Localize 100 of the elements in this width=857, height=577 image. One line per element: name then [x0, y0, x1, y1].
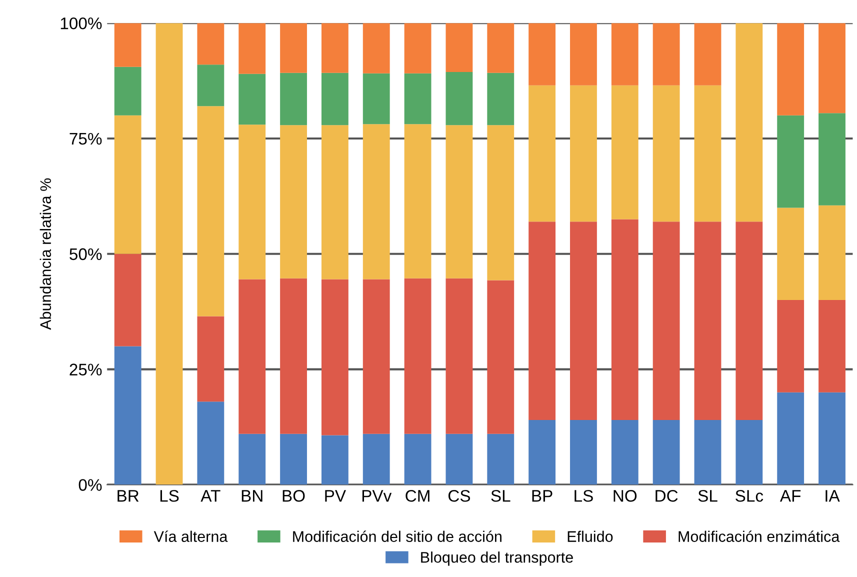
bar [652, 85, 680, 222]
bar [404, 434, 432, 485]
bar [528, 23, 556, 86]
legend-label: Modificación del sitio de acción [293, 530, 502, 542]
bar [611, 219, 638, 420]
x-tick-label: CS [448, 490, 470, 502]
bar [446, 434, 473, 485]
y-axis-title: Abundancia relativa % [40, 178, 52, 330]
x-tick-label: BO [282, 490, 305, 502]
x-tick-label: LS [574, 490, 593, 502]
bar [736, 420, 763, 485]
x-tick-label: BR [118, 490, 139, 502]
bar [197, 402, 224, 485]
x-tick-label: CM [406, 490, 430, 502]
bar [611, 420, 638, 485]
y-tick-label: 75% [70, 132, 102, 145]
bar [487, 280, 514, 434]
bar [777, 208, 804, 300]
bar [362, 73, 390, 124]
bar [446, 23, 473, 72]
bar [280, 23, 307, 73]
y-tick-label: 0% [78, 479, 102, 491]
bar [736, 222, 763, 420]
x-tick-label: SL [491, 490, 510, 502]
bar [404, 124, 432, 278]
bar [238, 124, 266, 280]
bar [487, 125, 514, 280]
bar [114, 66, 142, 116]
bar [528, 222, 556, 420]
bar [238, 74, 266, 125]
bar [321, 125, 348, 280]
x-tick-label: NO [614, 490, 637, 502]
bar [197, 106, 224, 316]
bar [611, 23, 638, 86]
bar [197, 23, 224, 65]
x-tick-label: AT [200, 490, 220, 502]
x-tick-label: SL [698, 490, 718, 502]
x-tick-label: BP [532, 490, 552, 502]
bar [238, 434, 266, 485]
bar [487, 23, 514, 73]
bar [238, 23, 266, 74]
bar [777, 115, 804, 208]
bar [777, 23, 804, 116]
bar [321, 435, 348, 485]
bar [280, 72, 307, 126]
bar [114, 23, 142, 67]
bar [114, 346, 142, 485]
legend-label: Efluido [568, 530, 613, 542]
bar [404, 73, 432, 124]
bar [652, 420, 680, 485]
bar [446, 72, 473, 126]
bar [321, 72, 348, 126]
bar [362, 23, 390, 74]
bar [197, 316, 224, 402]
bar [694, 23, 722, 86]
bar [818, 392, 846, 485]
bar [446, 278, 473, 434]
x-tick-label: BN [242, 490, 262, 502]
bar [777, 300, 804, 392]
bar [156, 23, 183, 485]
bar [446, 125, 473, 278]
bar [570, 23, 597, 86]
bar [321, 23, 348, 73]
y-tick-label: 25% [70, 364, 102, 376]
bar [280, 434, 307, 485]
bar [280, 125, 307, 278]
bar [487, 72, 514, 126]
bar [818, 113, 846, 206]
bar [404, 278, 432, 434]
bar [570, 85, 597, 222]
bar [114, 254, 142, 346]
bar [362, 279, 390, 434]
bar [818, 205, 846, 300]
bar [570, 420, 597, 485]
bar [528, 420, 556, 485]
bar [362, 124, 390, 280]
bar [694, 222, 722, 420]
legend-label: Vía alterna [154, 530, 228, 542]
x-tick-label: SLc [736, 490, 764, 502]
bar [694, 420, 722, 485]
bar [114, 115, 142, 254]
x-tick-label: PVv [362, 490, 392, 502]
bar [611, 85, 638, 220]
bar [694, 85, 722, 222]
bar [570, 222, 597, 420]
bar [818, 300, 846, 392]
bar [238, 279, 266, 434]
bar [652, 222, 680, 420]
legend-label: Bloqueo del transporte [421, 552, 573, 566]
x-tick-label: AF [780, 490, 801, 502]
y-tick-label: 50% [70, 248, 102, 260]
bar [777, 392, 804, 485]
bar [321, 279, 348, 436]
x-tick-label: IA [826, 490, 840, 502]
bar [404, 23, 432, 74]
bar [362, 434, 390, 485]
x-tick-label: LS [160, 490, 179, 502]
y-tick-label: 100% [60, 17, 102, 30]
bar [818, 23, 846, 114]
x-tick-label: DC [656, 490, 678, 502]
